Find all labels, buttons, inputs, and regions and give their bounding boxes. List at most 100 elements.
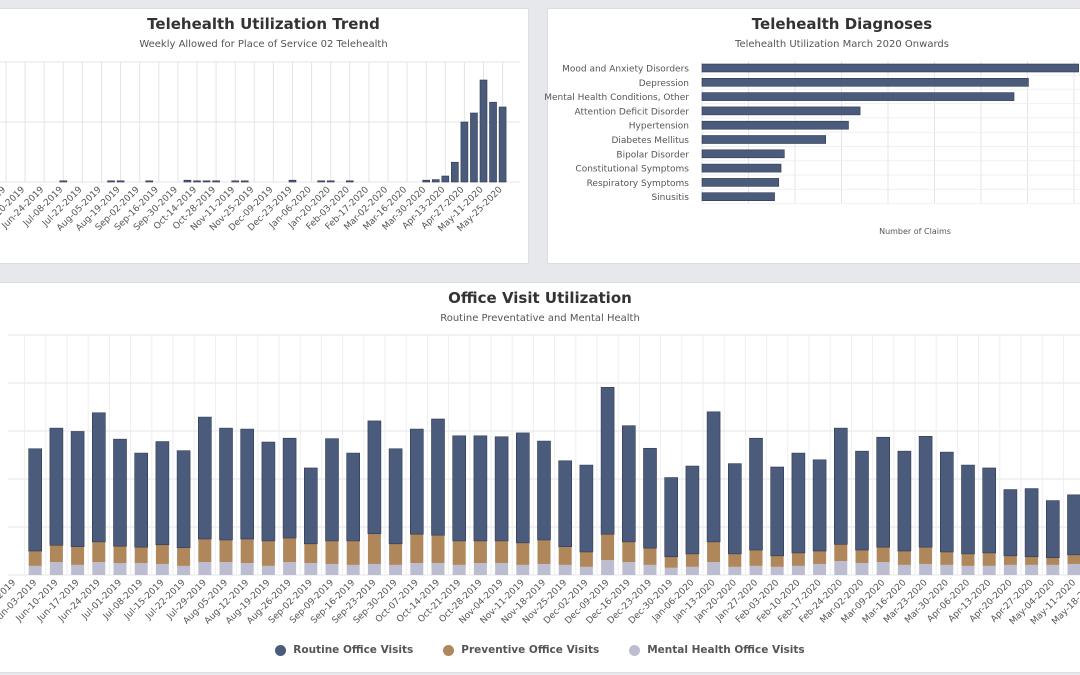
- bar: [701, 135, 826, 144]
- bar-segment: [473, 435, 488, 542]
- legend-item-mental-health[interactable]: Mental Health Office Visits: [629, 644, 805, 656]
- bar: [231, 180, 239, 183]
- bar-segment: [389, 543, 403, 565]
- bar-segment: [49, 545, 63, 563]
- bar-segment: [92, 541, 106, 563]
- legend-item-routine[interactable]: Routine Office Visits: [275, 644, 413, 656]
- bar: [116, 180, 125, 183]
- bar-segment: [1024, 488, 1039, 558]
- bar-segment: [71, 564, 85, 575]
- bar-segment: [1025, 564, 1039, 575]
- bar-segment: [919, 547, 933, 564]
- chart-subtitle: Weekly Allowed for Place of Service 02 T…: [139, 39, 388, 50]
- bar-segment: [643, 447, 657, 549]
- bar-segment: [388, 448, 403, 545]
- category-label: Respiratory Symptoms: [587, 179, 690, 189]
- bar-segment: [261, 441, 276, 542]
- bar-segment: [770, 555, 784, 567]
- bar: [470, 112, 478, 183]
- bar-segment: [177, 565, 191, 575]
- bar: [345, 180, 354, 183]
- category-label: Constitutional Symptoms: [575, 165, 689, 175]
- category-label: Mental Health Conditions, Other: [544, 93, 689, 103]
- bar-segment: [897, 551, 911, 565]
- bar-segment: [198, 416, 212, 540]
- bar-segment: [537, 440, 551, 541]
- bar-segment: [855, 450, 869, 551]
- category-label: Mood and Anxiety Disorders: [562, 65, 689, 75]
- bar-segment: [834, 544, 848, 562]
- bar-segment: [770, 466, 785, 557]
- bar-segment: [897, 450, 912, 552]
- bar-segment: [813, 563, 827, 575]
- bar-segment: [940, 551, 954, 565]
- category-label: Bipolar Disorder: [616, 150, 689, 160]
- bar-segment: [707, 541, 721, 563]
- bar: [317, 180, 325, 183]
- bar: [701, 78, 1029, 87]
- bar-segment: [876, 436, 891, 548]
- bar-segment: [134, 452, 148, 548]
- bar-segment: [198, 562, 212, 575]
- bar-segment: [303, 467, 318, 545]
- bar-segment: [1046, 564, 1060, 575]
- bar-segment: [791, 565, 805, 575]
- category-label: Hypertension: [629, 122, 689, 132]
- bar-segment: [664, 556, 678, 568]
- bar: [460, 121, 469, 183]
- bar: [193, 180, 201, 183]
- bar-segment: [982, 467, 997, 554]
- bar-segment: [409, 428, 424, 535]
- bar: [701, 106, 861, 116]
- bar-segment: [833, 427, 848, 545]
- bar: [701, 63, 1079, 73]
- bar-segment: [240, 428, 254, 540]
- bar: [431, 179, 440, 183]
- bar: [451, 161, 459, 183]
- bar-segment: [728, 566, 742, 575]
- bar-segment: [940, 564, 954, 575]
- bar-segment: [283, 562, 297, 575]
- bar: [701, 163, 782, 173]
- legend-label: Mental Health Office Visits: [647, 644, 805, 656]
- bar-segment: [706, 411, 721, 543]
- bar-segment: [325, 563, 339, 575]
- bar: [701, 120, 849, 130]
- bar-segment: [282, 437, 297, 539]
- telehealth-trend-panel: Telehealth Utilization Trend Weekly Allo…: [0, 8, 529, 264]
- bar-segment: [155, 563, 169, 575]
- bar-segment: [982, 552, 996, 566]
- bar-segment: [791, 552, 805, 566]
- bar-segment: [961, 565, 975, 575]
- bar: [441, 175, 450, 183]
- legend-item-preventive[interactable]: Preventive Office Visits: [443, 644, 599, 656]
- bar-segment: [113, 563, 127, 575]
- bar-segment: [410, 534, 424, 563]
- bar-segment: [452, 540, 466, 565]
- bar: [701, 92, 1015, 101]
- bar-segment: [367, 563, 381, 575]
- bar-segment: [558, 564, 572, 575]
- bar-segment: [558, 460, 573, 547]
- category-label: Diabetes Mellitus: [611, 136, 689, 146]
- bar-segment: [198, 539, 212, 563]
- bar-segment: [155, 544, 169, 564]
- bar: [701, 149, 785, 159]
- bar-segment: [961, 553, 975, 566]
- bar-segment: [219, 562, 233, 575]
- bar-segment: [876, 562, 890, 575]
- bar-segment: [579, 464, 594, 553]
- bar-segment: [155, 441, 170, 546]
- bar-segment: [855, 550, 869, 563]
- bar-segment: [770, 566, 784, 575]
- legend-label: Routine Office Visits: [293, 644, 414, 656]
- bar-segment: [325, 540, 339, 564]
- legend-label: Preventive Office Visits: [461, 644, 600, 656]
- legend-marker-icon: [629, 644, 641, 656]
- bar-segment: [664, 477, 679, 558]
- bar-segment: [134, 547, 148, 563]
- bar: [479, 79, 488, 183]
- bar: [212, 180, 220, 183]
